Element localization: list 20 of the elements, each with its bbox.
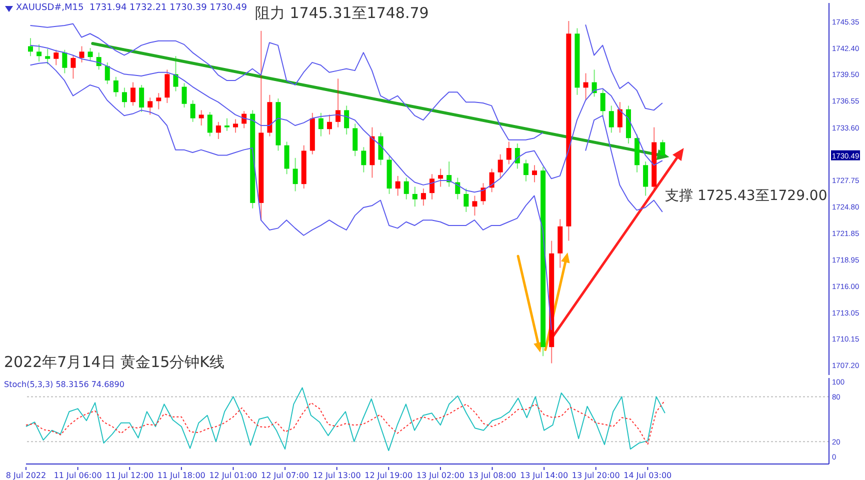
annotation: 支撑 1725.43至1729.00 [665, 187, 828, 205]
chart-title: XAUUSD#,M15 1731.94 1732.21 1730.39 1730.49 [16, 3, 247, 13]
x-tick-label: 14 Jul 03:00 [624, 471, 672, 480]
line-series [26, 400, 666, 446]
x-tick-label: 12 Jul 19:00 [364, 471, 413, 480]
x-tick-label: 12 Jul 13:00 [312, 471, 361, 480]
x-tick-label: 11 Jul 12:00 [106, 471, 154, 480]
annotation: 2022年7月14日 黄金15分钟K线 [4, 353, 224, 372]
x-tick-label: 13 Jul 20:00 [572, 471, 620, 480]
x-tick-label: 13 Jul 14:00 [520, 471, 568, 480]
line-series [26, 387, 666, 452]
x-tick-label: 12 Jul 01:00 [209, 471, 258, 480]
x-tick-label: 13 Jul 08:00 [468, 471, 516, 480]
x-tick-label: 11 Jul 18:00 [157, 471, 206, 480]
annotation: 阻力 1745.31至1748.79 [255, 4, 429, 23]
x-tick-label: 12 Jul 07:00 [261, 471, 310, 480]
x-tick-label: 13 Jul 02:00 [416, 471, 464, 480]
x-tick-label: 11 Jul 06:00 [54, 471, 102, 480]
chart-title: Stoch(5,3,3) 58.3156 74.6890 [4, 380, 124, 389]
x-tick-label: 8 Jul 2022 [6, 471, 46, 480]
